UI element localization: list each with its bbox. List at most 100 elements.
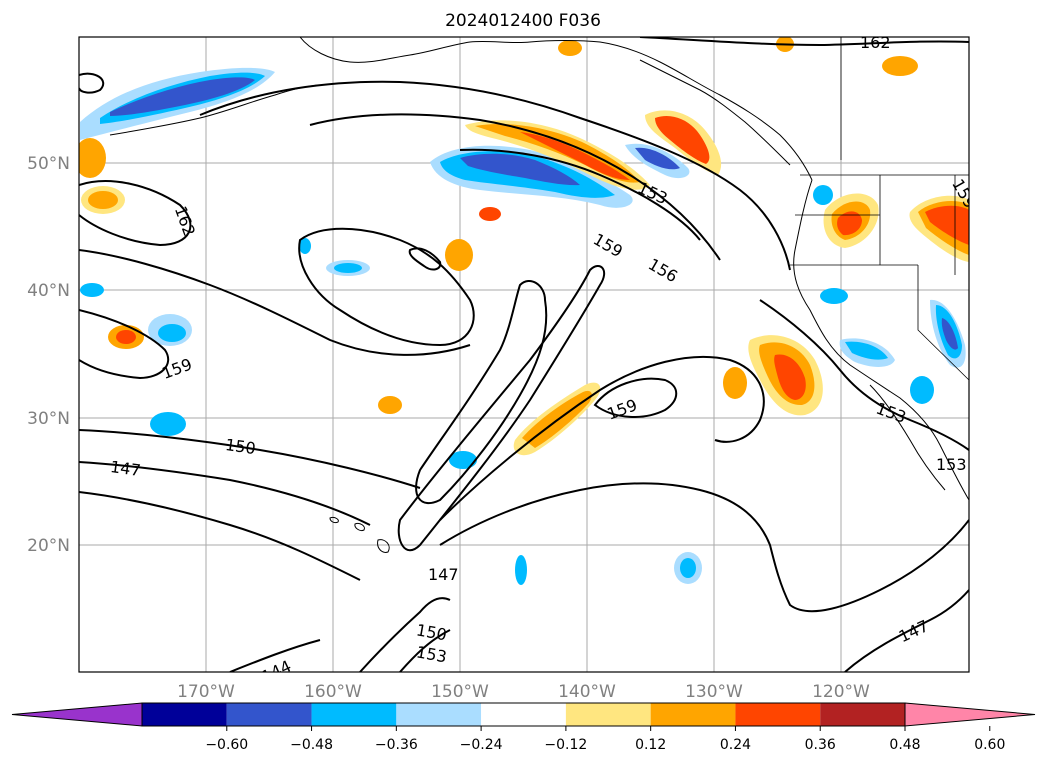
colorbar-tick-label: 0.24 (720, 737, 751, 753)
shade-positive-spot-6 (723, 367, 747, 399)
colorbar-cell (396, 703, 482, 726)
contour-label-147-c: 147 (428, 565, 459, 584)
contour-trough-1 (415, 280, 548, 505)
contour-label-147-w: 147 (109, 457, 142, 480)
shade-negative-spot-1 (150, 412, 186, 436)
colorbar: −0.60 −0.48 −0.36 −0.24 −0.12 0.12 0.24 0.36 0.4… (11, 702, 1036, 753)
shade-negative-central-deep (460, 153, 580, 186)
colorbar-tick-label: −0.24 (460, 737, 503, 753)
coastline-hawaii-1 (329, 517, 339, 524)
shade-negative-spot-3-core (334, 263, 362, 273)
contour-147 (79, 461, 371, 526)
shade-positive-california-deep (774, 354, 806, 400)
lat-label-20n: 20°N (27, 536, 70, 556)
shade-negative-spot-2-core (158, 324, 186, 342)
shade-negative-spot-8 (813, 185, 833, 205)
border-nevada (917, 265, 969, 381)
shade-negative-spot-9 (80, 283, 104, 297)
shade-positive-central-deep (520, 132, 630, 180)
contour-label-153-ee: 153 (936, 455, 967, 474)
contour-159-south (593, 377, 678, 418)
colorbar-tick-label: −0.48 (290, 737, 333, 753)
contour-144 (229, 639, 321, 672)
shade-negative-spot-4-core (680, 558, 696, 578)
shade-positive-spot-1-core (88, 191, 118, 209)
contour-south-wave (439, 482, 969, 613)
lon-label-150w: 150°W (431, 682, 489, 702)
colorbar-cell (311, 703, 397, 726)
shade-positive-spot-9 (378, 396, 402, 414)
shade-positive-rockies-deep (925, 205, 969, 245)
shade-negative-nw-deep (110, 77, 255, 116)
figure-title: 2024012400 F036 (445, 11, 601, 31)
contour-150 (79, 429, 421, 489)
lon-label-130w: 130°W (685, 682, 743, 702)
shade-negative-socal-core (845, 341, 888, 360)
shade-positive-oregon-deep (837, 211, 862, 236)
lon-label-120w: 120°W (812, 682, 870, 702)
contour-label-162-ne: 162 (860, 33, 891, 52)
lat-label-50n: 50°N (27, 154, 70, 174)
lon-label-160w: 160°W (304, 682, 362, 702)
colorbar-cell (735, 703, 821, 726)
height-contours (79, 37, 969, 672)
contour-159-west (79, 309, 170, 380)
colorbar-tick-label: 0.12 (635, 737, 666, 753)
lat-label-30n: 30°N (27, 409, 70, 429)
colorbar-tick-label: −0.12 (544, 737, 587, 753)
map-panel: 162 162 159 159 159 156 153 153 153 150 … (79, 33, 969, 672)
contour-jet-axis (439, 355, 765, 521)
contour-south-1 (359, 597, 451, 672)
contour-147-east (844, 589, 969, 672)
contour-162-north (79, 72, 105, 94)
contour-153-north (459, 148, 701, 241)
colorbar-cell (565, 703, 651, 726)
colorbar-extend-high (904, 702, 1036, 727)
coastline-hawaii-3 (377, 539, 390, 553)
contour-trough-2 (397, 265, 606, 552)
lon-label-140w: 140°W (558, 682, 616, 702)
shade-positive-spot-3 (79, 138, 106, 178)
shade-positive-spot-8 (558, 40, 582, 56)
latitude-labels: 50°N 40°N 30°N 20°N (27, 154, 70, 556)
colorbar-cell (481, 703, 566, 726)
colorbar-tick-label: −0.36 (375, 737, 418, 753)
contour-162-top (639, 37, 969, 47)
shade-positive-spot-7 (882, 56, 918, 76)
shade-negative-spot-5 (515, 555, 527, 585)
contour-center-low (298, 227, 475, 347)
contour-153-east (759, 299, 969, 451)
shade-negative-spot-6 (449, 451, 477, 469)
shade-negative-bc-core (635, 147, 680, 170)
lon-label-170w: 170°W (177, 682, 235, 702)
colorbar-cell (226, 703, 312, 726)
grid-lines (79, 37, 969, 672)
shade-negative-spot-11 (910, 376, 934, 404)
colorbar-tick-label: −0.60 (205, 737, 248, 753)
colorbar-cell (820, 703, 905, 726)
contour-156-north (309, 113, 721, 261)
shade-positive-spot-2-core (116, 330, 136, 344)
shade-positive-spot-4 (445, 239, 473, 271)
colorbar-cell (142, 703, 227, 726)
map-frame (78, 36, 970, 673)
coastline-alaska (299, 37, 813, 181)
contour-159-north (199, 80, 791, 271)
contour-outer-south (79, 491, 361, 581)
colorbar-extend-low (11, 702, 143, 727)
borders (790, 37, 969, 381)
shade-positive-spot-5 (479, 207, 501, 221)
lat-label-40n: 40°N (27, 281, 70, 301)
colorbar-tick-label: 0.60 (974, 737, 1005, 753)
shade-positive-bc-core (655, 115, 710, 164)
shade-negative-spot-10 (299, 238, 311, 254)
contour-label-150: 150 (224, 435, 257, 458)
longitude-labels: 170°W 160°W 150°W 140°W 130°W 120°W (177, 682, 870, 702)
contour-162-west (79, 180, 192, 247)
coastline-baja (869, 384, 946, 491)
coastline-hawaii-2 (354, 523, 365, 531)
colorbar-tick-label: 0.48 (889, 737, 920, 753)
coastlines (109, 37, 969, 553)
shade-negative-nevada-deep (941, 318, 958, 350)
